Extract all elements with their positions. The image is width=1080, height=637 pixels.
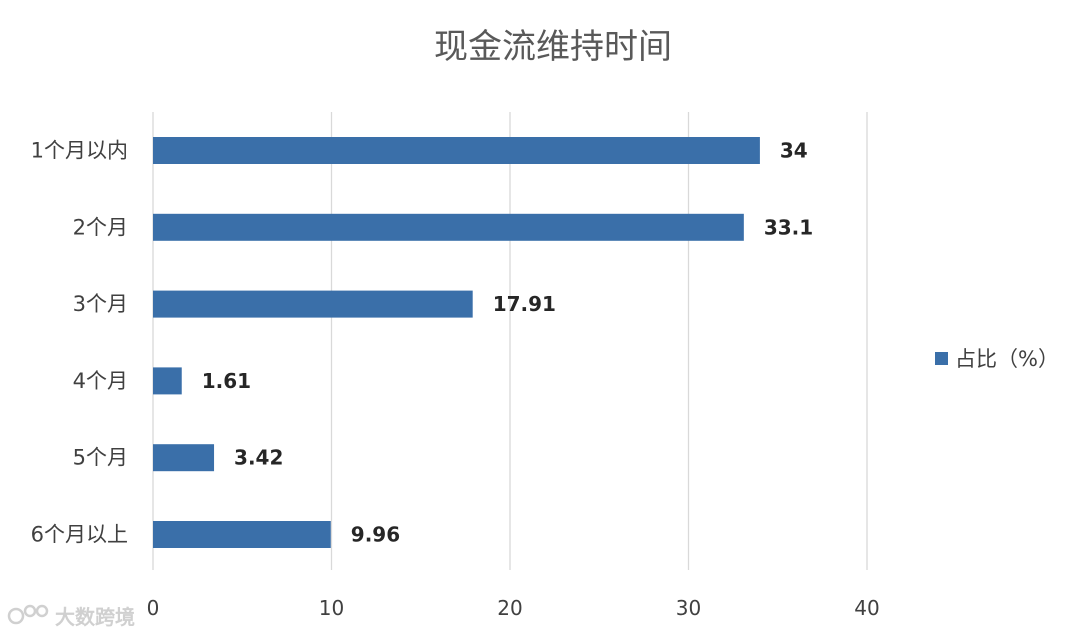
data-label: 3.42: [234, 446, 283, 470]
data-label: 34: [780, 139, 808, 163]
data-labels: 34 33.1 17.91 1.61 3.42 9.96: [202, 139, 813, 547]
bar: [153, 290, 473, 318]
data-label: 17.91: [493, 292, 556, 316]
chart-title: 现金流维持时间: [434, 27, 672, 67]
gridlines: [152, 112, 868, 570]
legend-label: 占比（%）: [955, 347, 1059, 371]
category-label: 6个月以上: [31, 523, 128, 547]
data-label: 9.96: [351, 523, 400, 547]
category-labels: 1个月以内 2个月 3个月 4个月 5个月 6个月以上: [31, 139, 128, 547]
data-label: 33.1: [764, 215, 813, 239]
x-tick-label: 40: [854, 596, 879, 620]
x-tick-label: 30: [676, 596, 701, 620]
bars: [153, 137, 760, 548]
category-label: 4个月: [73, 369, 128, 393]
legend-swatch: [935, 352, 948, 365]
x-tick-label: 20: [497, 596, 522, 620]
bar: [153, 521, 331, 548]
legend: 占比（%）: [935, 347, 1059, 371]
bar: [153, 213, 744, 241]
tick-labels: 0 10 20 30 40: [147, 596, 880, 620]
bar: [153, 137, 760, 164]
x-tick-label: 0: [147, 596, 160, 620]
bar: [153, 367, 182, 395]
watermark-text: 大数跨境: [55, 605, 135, 629]
category-label: 3个月: [73, 292, 128, 316]
category-label: 2个月: [73, 215, 128, 239]
category-label: 1个月以内: [31, 139, 128, 163]
x-tick-label: 10: [319, 596, 344, 620]
data-label: 1.61: [202, 369, 251, 393]
bar: [153, 444, 215, 472]
watermark-logo-icon: [7, 604, 49, 625]
watermark: 大数跨境: [7, 604, 135, 629]
category-label: 5个月: [73, 446, 128, 470]
